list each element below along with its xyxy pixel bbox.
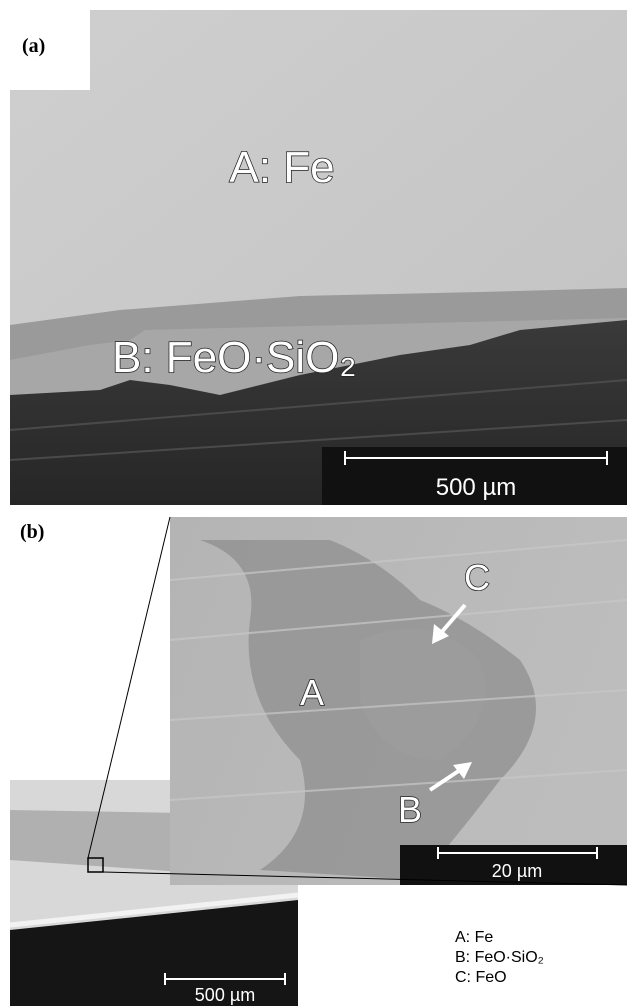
scale-bar-label: 500 µm <box>436 474 517 501</box>
scale-bar-label: 20 µm <box>492 861 542 881</box>
phase-label: A: Fe <box>229 143 334 192</box>
legend: A: Fe B: FeO·SiO₂ C: FeO <box>455 929 544 986</box>
panel-label: (b) <box>20 521 44 543</box>
panel-label: (a) <box>22 35 45 57</box>
phase-label: A <box>300 672 324 713</box>
phase-label: C <box>464 557 490 598</box>
scale-bar: 500 µm <box>322 447 627 505</box>
micrograph-a <box>10 10 627 505</box>
phase-label: B: FeO·SiO₂ <box>112 333 356 382</box>
legend-entry: B: FeO·SiO₂ <box>455 949 544 966</box>
figure: (a) A: Fe B: FeO·SiO₂ 500 µm (b) 500 µm … <box>0 0 627 1006</box>
phase-label: B <box>398 789 422 830</box>
legend-entry: A: Fe <box>455 929 493 946</box>
scale-bar-label: 500 µm <box>195 985 255 1005</box>
legend-entry: C: FeO <box>455 969 507 986</box>
